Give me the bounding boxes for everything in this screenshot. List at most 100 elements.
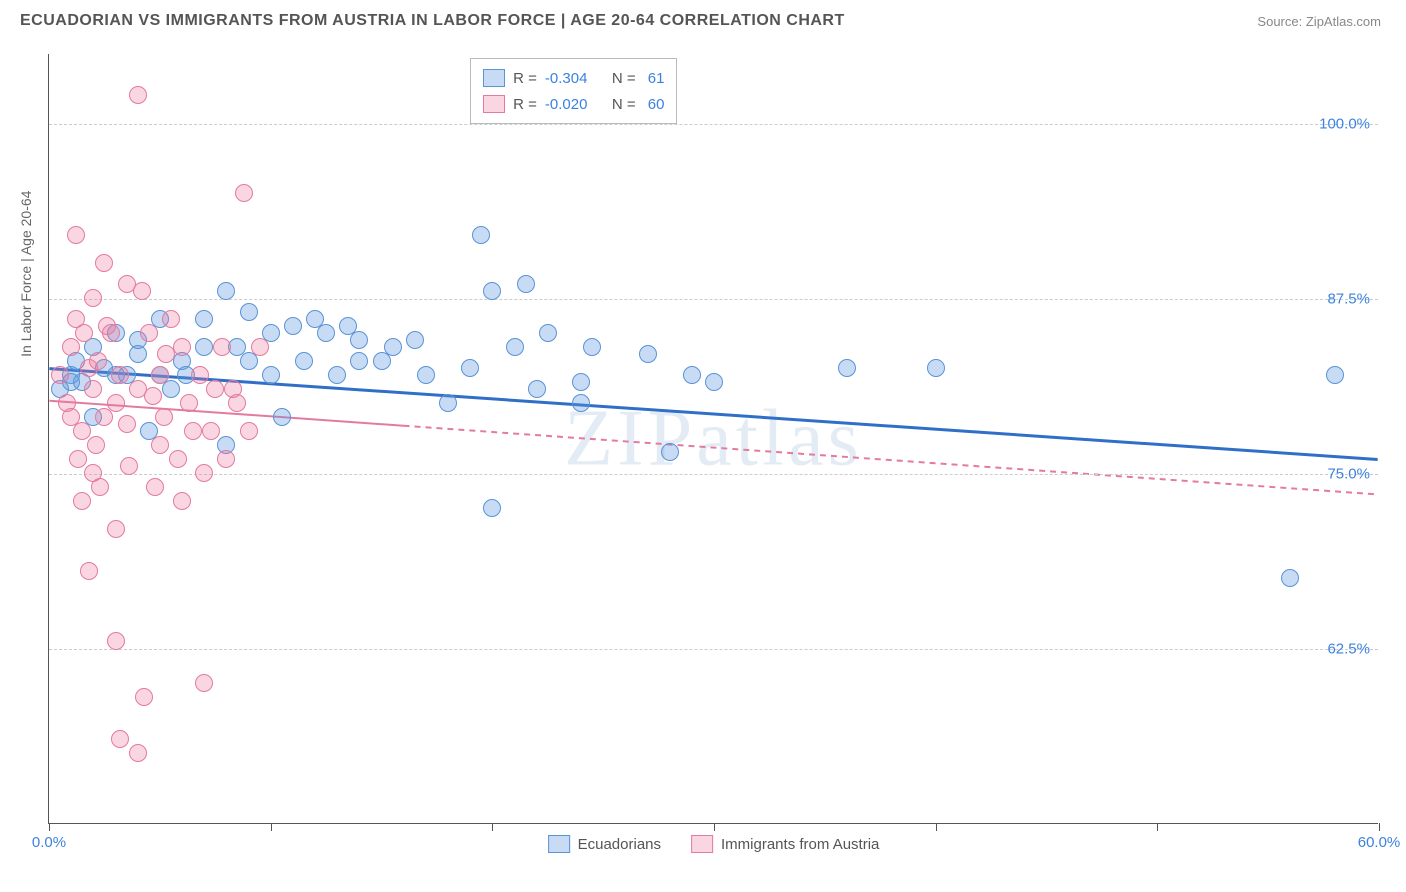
data-point	[572, 373, 590, 391]
data-point	[195, 674, 213, 692]
x-tick	[1157, 823, 1158, 831]
data-point	[284, 317, 302, 335]
correlation-legend: R = -0.304 N = 61 R = -0.020 N = 60	[470, 58, 677, 124]
data-point	[384, 338, 402, 356]
data-point	[129, 744, 147, 762]
data-point	[639, 345, 657, 363]
data-point	[107, 394, 125, 412]
data-point	[107, 520, 125, 538]
data-point	[140, 324, 158, 342]
data-point	[350, 331, 368, 349]
data-point	[151, 436, 169, 454]
legend-item: Immigrants from Austria	[691, 835, 879, 853]
data-point	[583, 338, 601, 356]
n-value: 61	[644, 70, 665, 87]
data-point	[162, 310, 180, 328]
data-point	[155, 408, 173, 426]
data-point	[120, 457, 138, 475]
source-link[interactable]: ZipAtlas.com	[1306, 14, 1381, 29]
data-point	[705, 373, 723, 391]
x-tick-label: 60.0%	[1358, 834, 1401, 851]
x-tick-label: 0.0%	[32, 834, 66, 851]
gridline	[49, 299, 1378, 300]
data-point	[483, 282, 501, 300]
r-label: R =	[513, 70, 537, 87]
data-point	[173, 492, 191, 510]
data-point	[235, 184, 253, 202]
data-point	[157, 345, 175, 363]
data-point	[1326, 366, 1344, 384]
legend-row: R = -0.020 N = 60	[483, 91, 664, 117]
data-point	[118, 415, 136, 433]
r-value: -0.304	[545, 70, 588, 87]
data-point	[206, 380, 224, 398]
data-point	[262, 366, 280, 384]
data-point	[927, 359, 945, 377]
legend-label: Ecuadorians	[578, 836, 661, 853]
data-point	[146, 478, 164, 496]
x-tick	[492, 823, 493, 831]
data-point	[439, 394, 457, 412]
data-point	[91, 478, 109, 496]
legend-swatch	[548, 835, 570, 853]
data-point	[129, 86, 147, 104]
data-point	[87, 436, 105, 454]
data-point	[184, 422, 202, 440]
data-point	[683, 366, 701, 384]
data-point	[180, 394, 198, 412]
data-point	[251, 338, 269, 356]
n-label: N =	[612, 96, 636, 113]
data-point	[51, 366, 69, 384]
x-tick	[1379, 823, 1380, 831]
data-point	[133, 282, 151, 300]
data-point	[317, 324, 335, 342]
x-tick	[936, 823, 937, 831]
legend-swatch	[483, 95, 505, 113]
data-point	[202, 422, 220, 440]
data-point	[69, 450, 87, 468]
data-point	[195, 338, 213, 356]
data-point	[295, 352, 313, 370]
data-point	[195, 464, 213, 482]
data-point	[224, 380, 242, 398]
chart-header: ECUADORIAN VS IMMIGRANTS FROM AUSTRIA IN…	[0, 0, 1406, 38]
data-point	[417, 366, 435, 384]
data-point	[84, 289, 102, 307]
data-point	[80, 562, 98, 580]
data-point	[135, 688, 153, 706]
data-point	[62, 338, 80, 356]
data-point	[162, 380, 180, 398]
data-point	[95, 254, 113, 272]
watermark: ZIPatlas	[564, 393, 863, 484]
data-point	[273, 408, 291, 426]
data-point	[111, 366, 129, 384]
y-tick-label: 100.0%	[1319, 116, 1370, 133]
x-tick	[271, 823, 272, 831]
data-point	[173, 338, 191, 356]
data-point	[80, 359, 98, 377]
data-point	[661, 443, 679, 461]
data-point	[472, 226, 490, 244]
source-attribution: Source: ZipAtlas.com	[1257, 14, 1381, 29]
gridline	[49, 124, 1378, 125]
n-value: 60	[644, 96, 665, 113]
series-legend: Ecuadorians Immigrants from Austria	[548, 835, 880, 853]
scatter-chart: ZIPatlas 62.5%75.0%87.5%100.0%0.0%60.0% …	[48, 54, 1378, 824]
data-point	[67, 226, 85, 244]
chart-title: ECUADORIAN VS IMMIGRANTS FROM AUSTRIA IN…	[20, 12, 845, 30]
y-tick-label: 87.5%	[1327, 291, 1370, 308]
data-point	[572, 394, 590, 412]
r-label: R =	[513, 96, 537, 113]
y-axis-label: In Labor Force | Age 20-64	[18, 191, 34, 357]
data-point	[483, 499, 501, 517]
data-point	[111, 730, 129, 748]
y-tick-label: 75.0%	[1327, 466, 1370, 483]
data-point	[217, 282, 235, 300]
data-point	[107, 632, 125, 650]
n-label: N =	[612, 70, 636, 87]
data-point	[328, 366, 346, 384]
data-point	[217, 450, 235, 468]
gridline	[49, 474, 1378, 475]
x-tick	[49, 823, 50, 831]
data-point	[84, 380, 102, 398]
